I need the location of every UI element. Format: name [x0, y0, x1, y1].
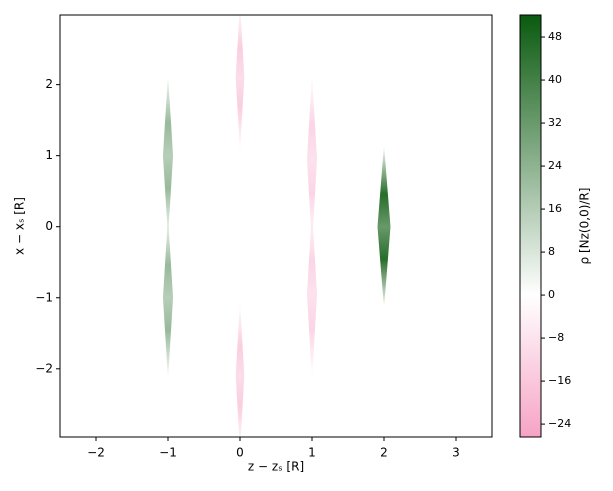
colorbar-label: ρ [Nz(0,0)/R] — [578, 188, 592, 265]
colorbar-tick-label: 40 — [548, 73, 562, 86]
x-tick-label: 0 — [236, 446, 244, 460]
colorbar-tick-label: −24 — [548, 417, 571, 430]
colorbar-tick-label: 32 — [548, 116, 562, 129]
density-blob — [306, 208, 318, 380]
colorbar-tick-label: 24 — [548, 159, 562, 172]
colorbar — [519, 14, 542, 438]
y-tick-label: −1 — [35, 290, 53, 304]
colorbar-tick-label: 8 — [548, 245, 555, 258]
x-tick-label: −2 — [87, 446, 105, 460]
colorbar-tick-label: 48 — [548, 30, 562, 43]
y-tick-label: −2 — [35, 361, 53, 375]
x-tick-label: 2 — [380, 446, 388, 460]
y-tick-label: 2 — [45, 77, 53, 91]
x-tick-label: 1 — [308, 446, 316, 460]
density-blob — [306, 73, 318, 245]
x-tick-label: 3 — [452, 446, 460, 460]
y-tick-label: 0 — [45, 219, 53, 233]
x-axis-label: z − zₛ [R] — [248, 460, 304, 474]
colorbar-tick-label: 0 — [548, 288, 555, 301]
plot-area — [162, 15, 391, 437]
x-tick-label: −1 — [159, 446, 177, 460]
colorbar-tick-label: −16 — [548, 374, 571, 387]
density-blob — [162, 216, 174, 380]
plot-frame — [59, 14, 493, 438]
colorbar-tick-label: −8 — [548, 331, 564, 344]
y-axis-label: x − xₛ [R] — [13, 197, 27, 255]
density-blob — [377, 145, 391, 309]
y-tick-label: 1 — [45, 148, 53, 162]
density-blob — [235, 301, 245, 437]
density-blob — [235, 15, 245, 153]
colorbar-tick-label: 16 — [548, 202, 562, 215]
density-blob — [162, 73, 174, 238]
